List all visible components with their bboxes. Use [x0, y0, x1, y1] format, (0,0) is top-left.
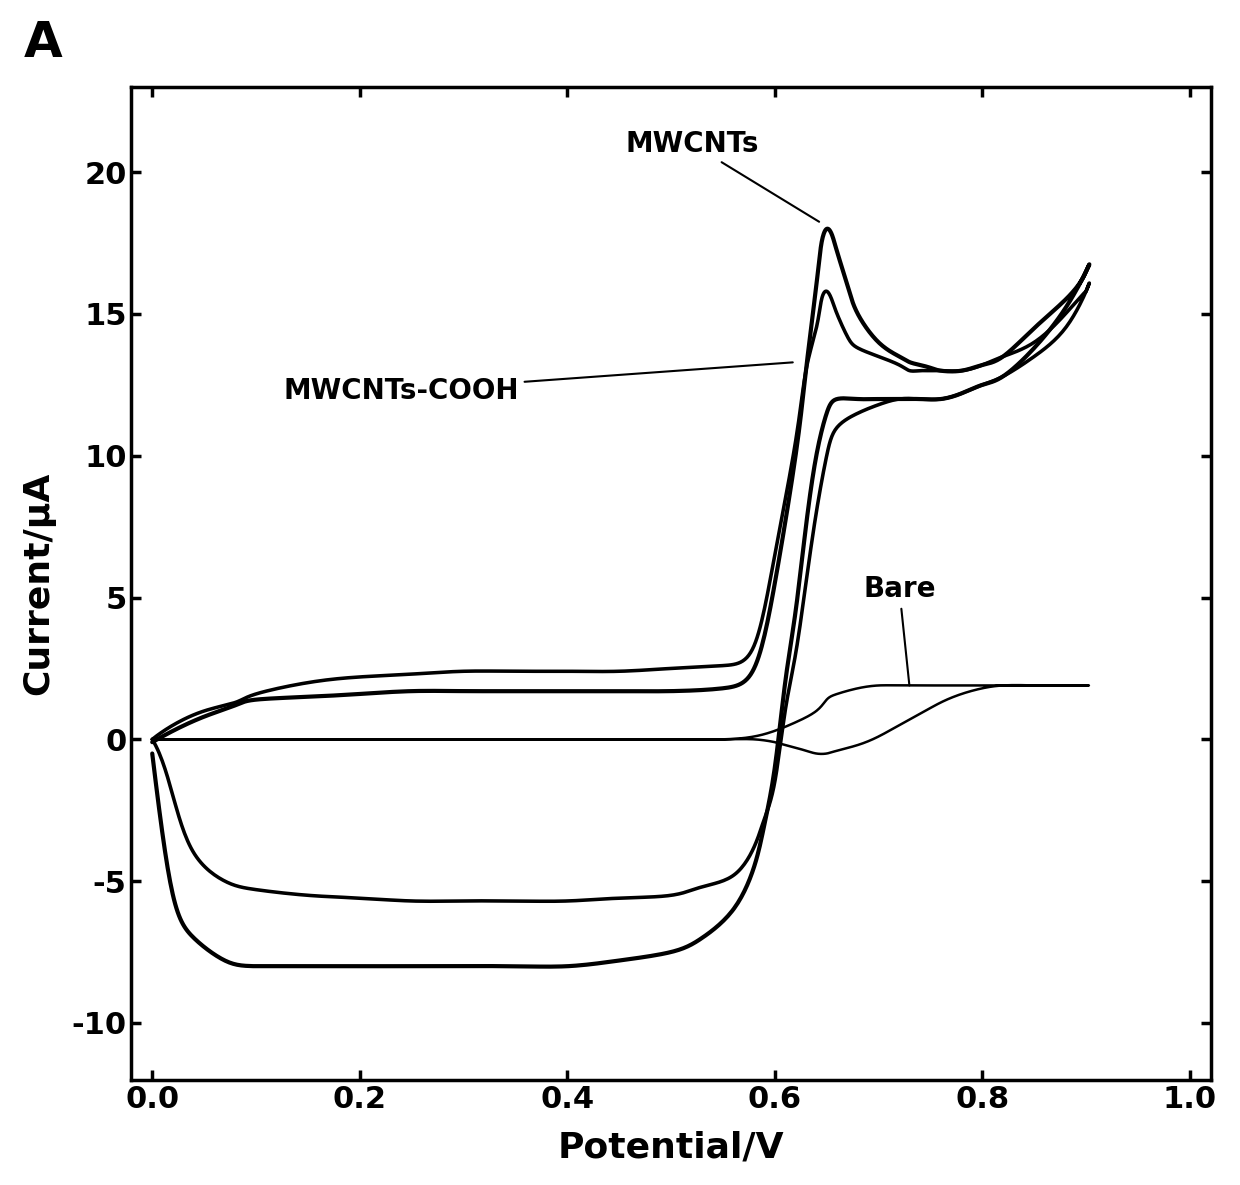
Text: Bare: Bare: [863, 575, 935, 686]
Text: MWCNTs: MWCNTs: [625, 130, 820, 222]
Y-axis label: Current/μA: Current/μA: [21, 472, 55, 696]
Text: MWCNTs-COOH: MWCNTs-COOH: [284, 363, 792, 405]
Text: A: A: [24, 19, 62, 68]
X-axis label: Potential/V: Potential/V: [558, 1130, 785, 1164]
